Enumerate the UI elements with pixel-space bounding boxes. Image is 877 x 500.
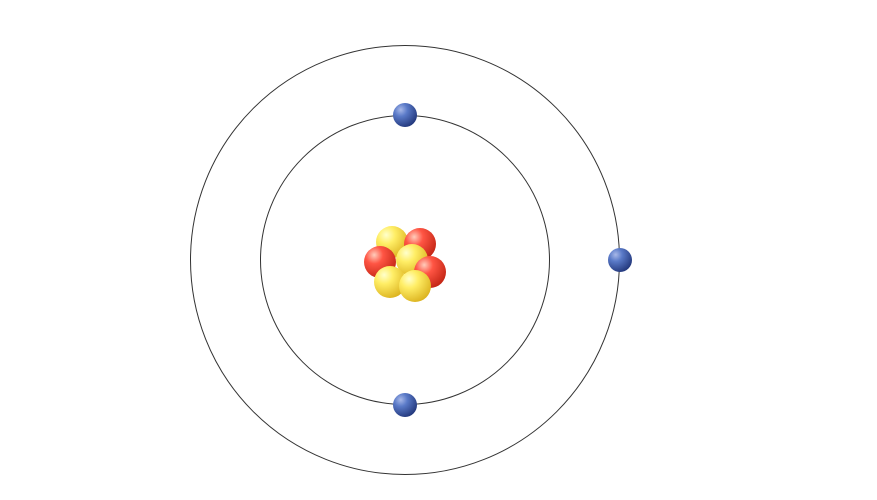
electron-sphere	[393, 103, 417, 127]
electron-sphere	[393, 393, 417, 417]
neutron-sphere	[399, 270, 431, 302]
atom-diagram	[0, 0, 877, 500]
electron-sphere	[608, 248, 632, 272]
